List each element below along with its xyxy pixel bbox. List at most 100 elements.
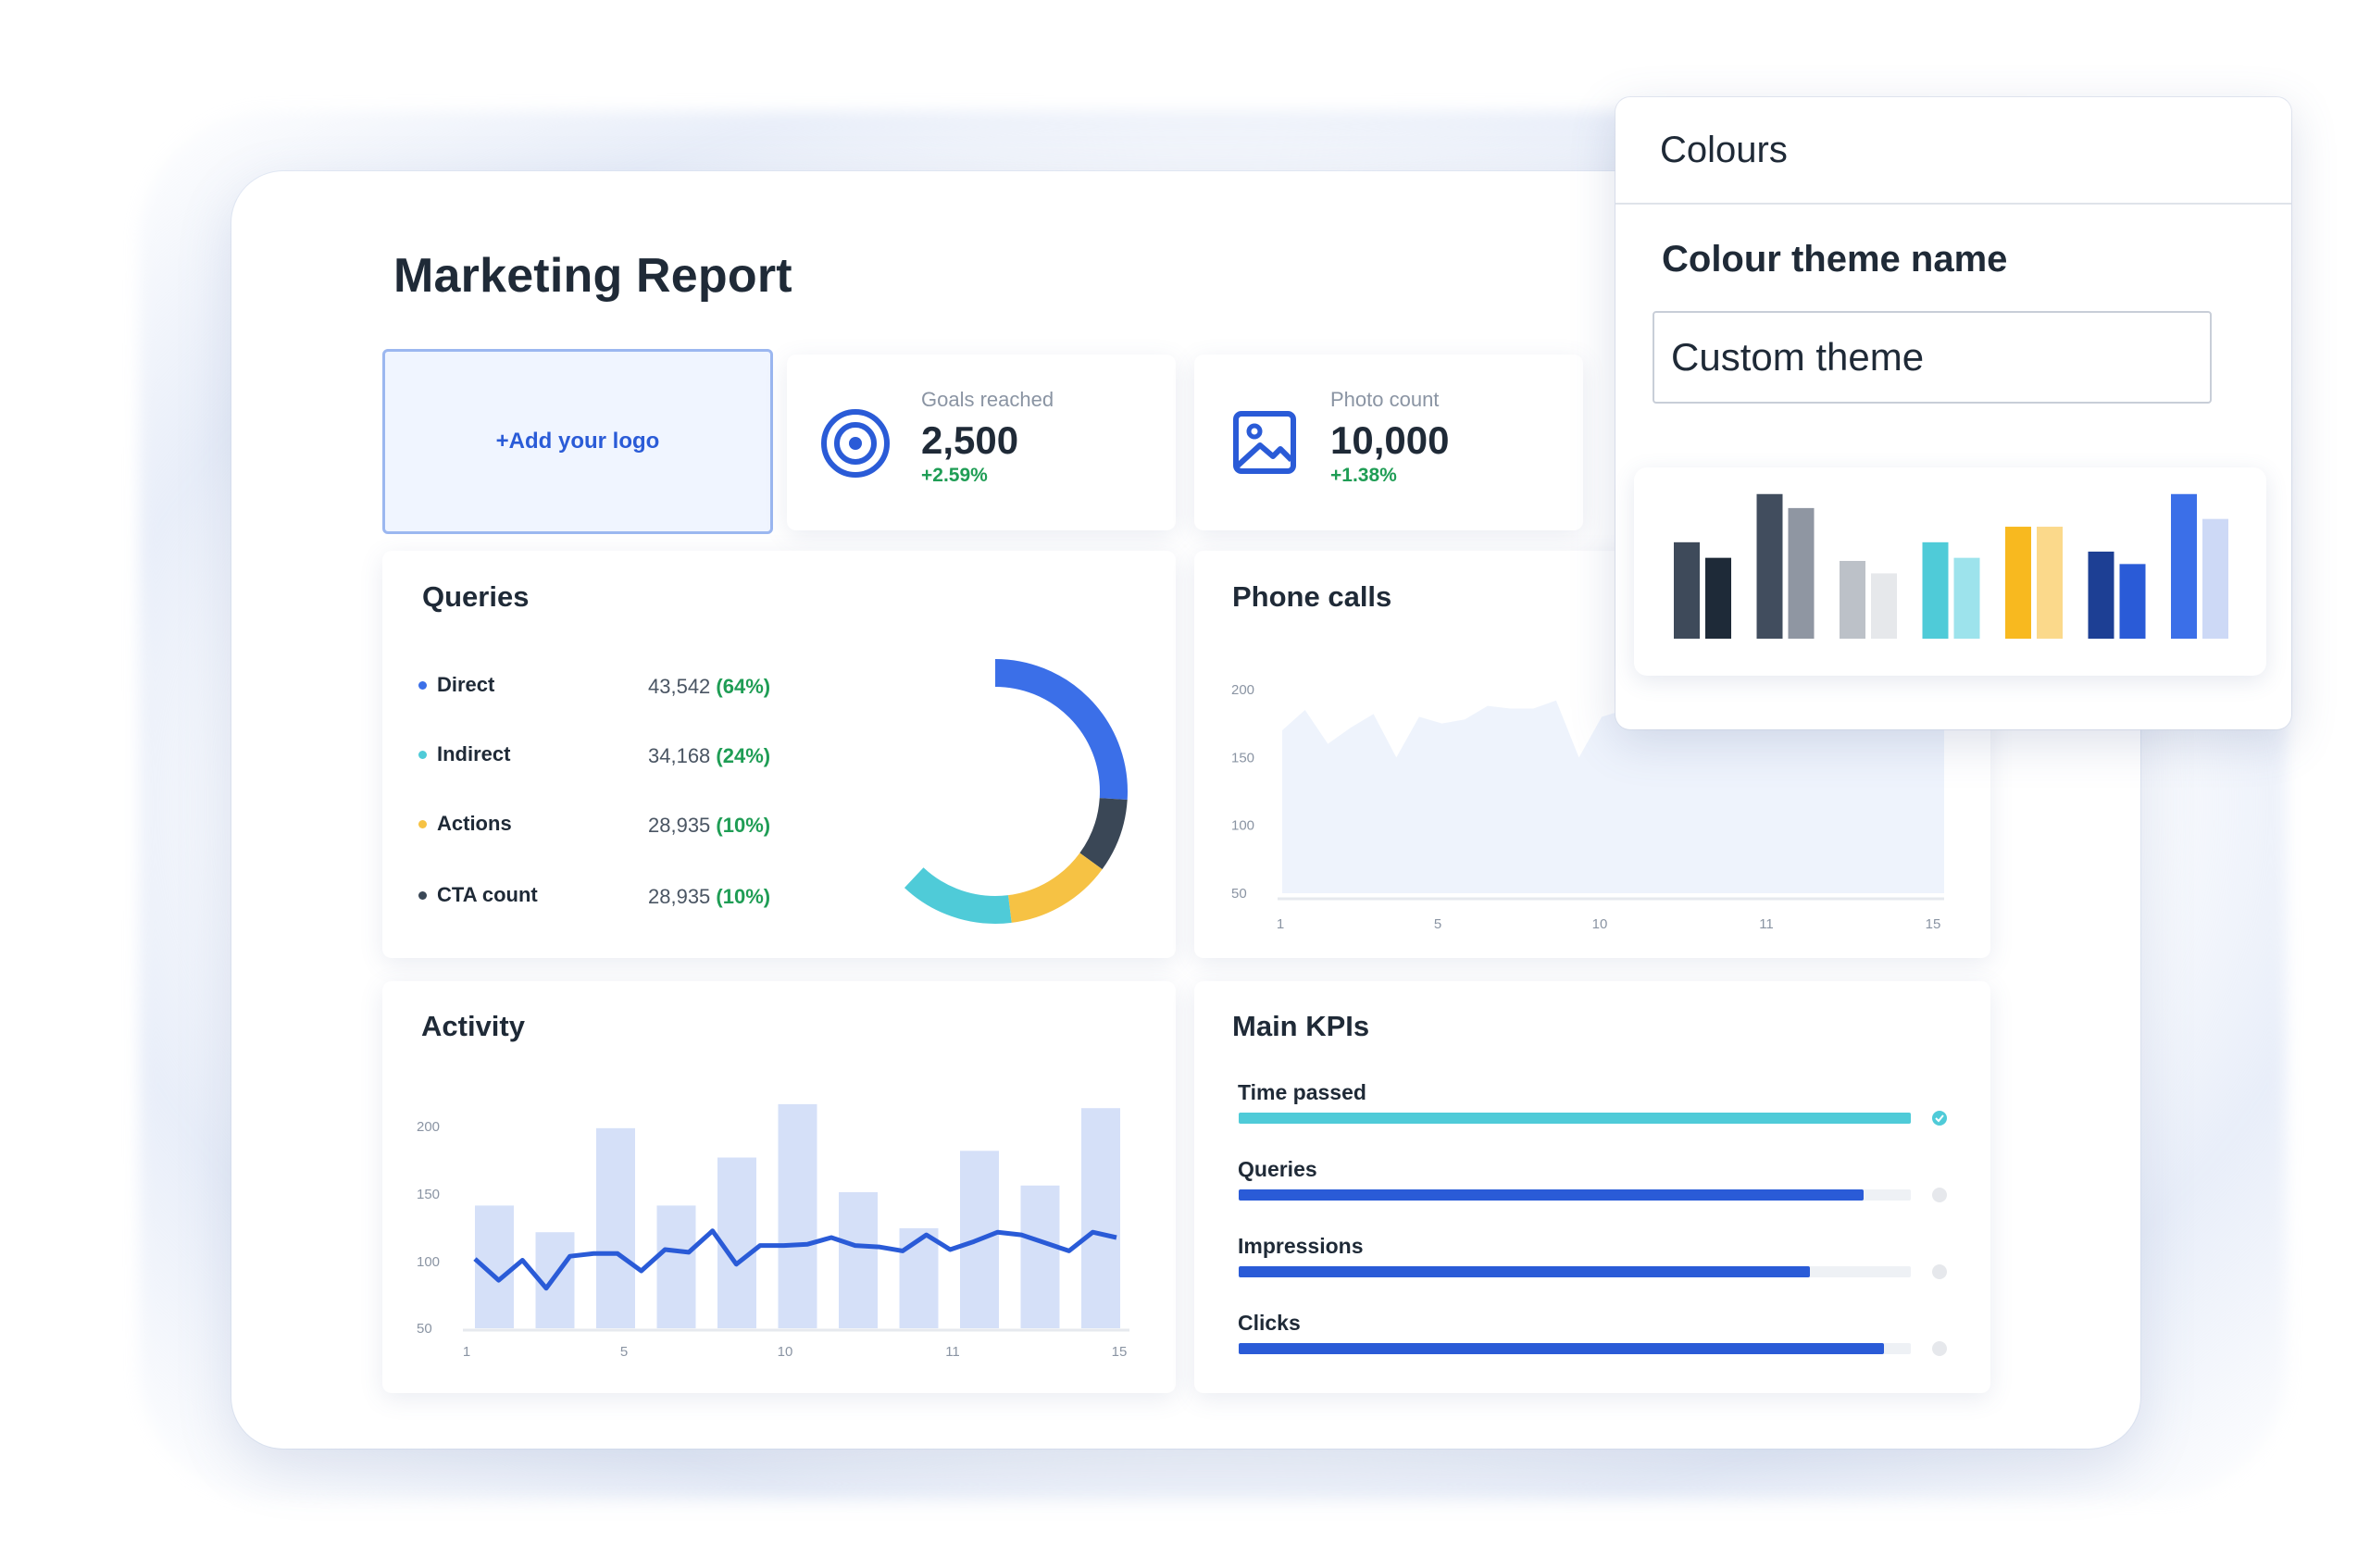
x-tick-label: 10 [1592,916,1608,930]
y-tick-label: 50 [417,1321,432,1337]
legend-dot [418,681,427,690]
x-tick-label: 10 [778,1344,793,1360]
activity-bar [1081,1108,1120,1328]
phone-calls-area [1282,700,1944,893]
colour-swatch-bar [1756,493,1783,639]
queries-donut-chart [863,659,1128,924]
legend-value: 28,935 (10%) [648,814,770,838]
colour-swatch-bar [1953,557,1980,639]
x-tick-label: 5 [1434,916,1441,930]
x-tick-label: 11 [1759,916,1774,930]
activity-bar [899,1227,939,1328]
activity-bar [1020,1185,1060,1328]
legend-percent: (10%) [710,814,771,837]
target-icon [821,409,890,478]
activity-line [473,1228,1117,1291]
theme-name-input[interactable] [1653,311,2212,404]
kpi-progress-track [1239,1343,1911,1354]
legend-label: Direct [437,673,495,696]
y-tick-label: 100 [1231,818,1254,834]
colour-swatch-bar [1840,561,1865,639]
legend-count: 28,935 [648,814,711,837]
y-tick-label: 200 [417,1119,440,1135]
kpi-card-photos [1194,355,1583,530]
phone-calls-title: Phone calls [1232,580,1392,613]
kpi-progress-track [1239,1189,1911,1201]
kpi-row-label: Clicks [1238,1311,1301,1335]
colour-swatch-bar [2202,518,2228,639]
kpi-delta: +2.59% [921,465,988,486]
activity-bar [656,1205,696,1328]
y-tick-label: 100 [417,1254,440,1270]
theme-name-label: Colour theme name [1662,239,2008,280]
x-tick-label: 1 [1277,916,1284,930]
page-title: Marketing Report [393,249,792,303]
y-tick-label: 150 [417,1187,440,1202]
legend-percent: (10%) [710,885,771,908]
status-dot [1932,1264,1947,1279]
legend-label: Indirect [437,742,511,765]
kpi-progress-fill [1239,1189,1865,1201]
status-dot [1932,1341,1947,1356]
legend-value: 34,168 (24%) [648,744,770,768]
kpi-delta: +1.38% [1330,465,1397,486]
kpi-progress-fill [1239,1266,1811,1277]
kpi-progress-fill [1239,1343,1884,1354]
colour-swatch-bar [1674,541,1700,639]
legend-percent: (24%) [710,744,771,767]
activity-title: Activity [421,1010,525,1042]
queries-title: Queries [422,580,530,613]
activity-bar [717,1157,756,1328]
colour-swatch-bar [2119,564,2146,639]
colour-swatch-preview [1634,467,2266,676]
legend-label: Actions [437,812,512,835]
kpi-label: Photo count [1330,388,1440,411]
colour-swatch-bar [2005,527,2031,639]
legend-label: CTA count [437,883,538,906]
activity-bar [839,1192,878,1328]
donut-slice-indirect [863,659,1128,924]
kpi-row-label: Time passed [1238,1080,1366,1104]
legend-dot [418,751,427,759]
x-tick-label: 5 [620,1344,628,1360]
legend-dot [418,891,427,900]
activity-bar [778,1103,817,1328]
colour-swatch-bar [1922,541,1949,639]
colour-swatch-bar [1788,507,1815,639]
colour-swatch-bar [1705,557,1731,639]
kpi-progress-track [1239,1113,1911,1124]
main-kpis-card [1194,981,1990,1393]
add-logo-button[interactable]: +Add your logo [382,349,773,534]
kpi-value: 2,500 [921,418,1019,462]
kpi-label: Goals reached [921,388,1054,411]
y-tick-label: 50 [1231,886,1247,902]
x-tick-label: 15 [1112,1344,1128,1360]
image-icon [1233,411,1296,474]
donut-slice-direct [863,659,1128,924]
x-tick-label: 1 [463,1344,470,1360]
check-mark [1935,1114,1944,1123]
colour-swatch-bar [1871,573,1897,639]
y-tick-label: 200 [1231,682,1254,698]
legend-dot [418,820,427,828]
colour-swatch-bar [2037,527,2063,639]
status-dot [1932,1188,1947,1202]
legend-count: 34,168 [648,744,711,767]
legend-count: 28,935 [648,885,711,908]
colour-swatches [1674,493,2228,639]
colours-panel-title: Colours [1660,130,1788,170]
x-tick-label: 11 [945,1344,960,1360]
kpi-value: 10,000 [1330,418,1450,462]
check-icon [1932,1111,1947,1126]
legend-value: 43,542 (64%) [648,675,770,699]
panel-divider [1615,203,2291,205]
kpi-row-label: Queries [1238,1157,1317,1181]
legend-percent: (64%) [710,675,771,698]
colour-swatch-bar [2088,551,2114,639]
check-path [1935,1114,1944,1123]
activity-bar [596,1127,635,1328]
legend-value: 28,935 (10%) [648,885,770,909]
kpi-progress-track [1239,1266,1911,1277]
x-tick-label: 15 [1926,916,1941,930]
